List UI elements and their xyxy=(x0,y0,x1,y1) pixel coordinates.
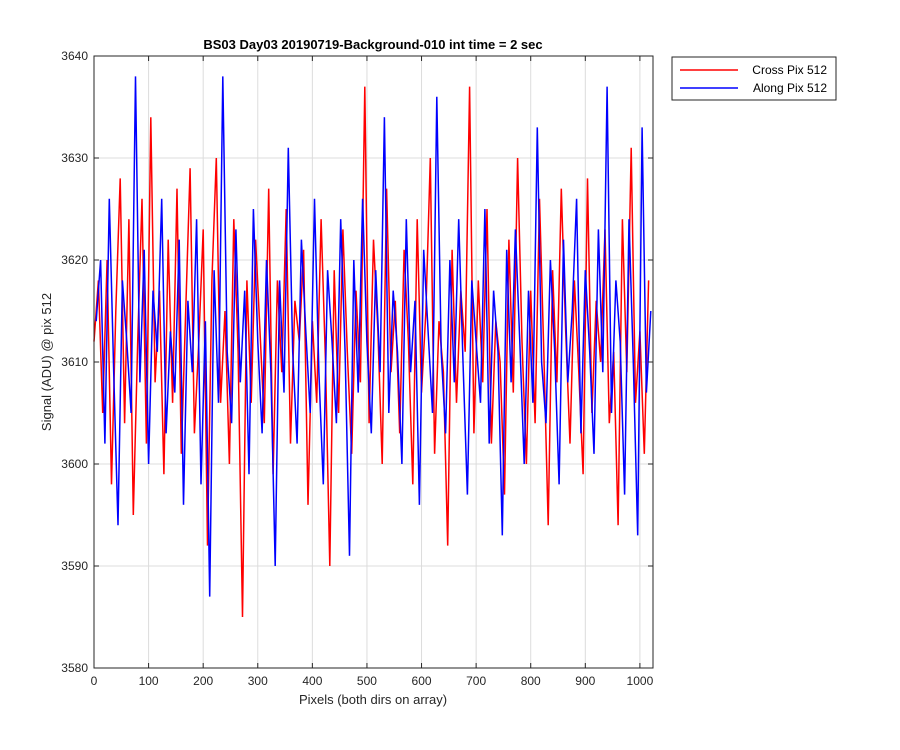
y-tick-label: 3610 xyxy=(61,355,88,369)
x-tick-label: 600 xyxy=(412,674,432,688)
x-tick-label: 700 xyxy=(466,674,486,688)
legend-box xyxy=(671,56,837,101)
chart-title: BS03 Day03 20190719-Background-010 int t… xyxy=(203,37,542,52)
legend-label-cross-pix-512: Cross Pix 512 xyxy=(752,63,827,77)
x-tick-label: 400 xyxy=(302,674,322,688)
y-tick-label: 3580 xyxy=(61,661,88,675)
series-line-cross-pix-512 xyxy=(93,86,650,618)
y-tick-label: 3600 xyxy=(61,457,88,471)
y-tick-label: 3640 xyxy=(61,49,88,63)
x-tick-label: 900 xyxy=(575,674,595,688)
x-tick-label: 1000 xyxy=(627,674,654,688)
y-tick-label: 3630 xyxy=(61,151,88,165)
x-axis-label: Pixels (both dirs on array) xyxy=(299,692,447,707)
x-tick-label: 0 xyxy=(91,674,98,688)
y-tick-label: 3590 xyxy=(61,559,88,573)
legend-label-along-pix-512: Along Pix 512 xyxy=(753,81,827,95)
x-tick-label: 500 xyxy=(357,674,377,688)
series-line-along-pix-512 xyxy=(95,76,652,597)
data-series xyxy=(93,76,652,618)
legend: Cross Pix 512 Along Pix 512 xyxy=(671,56,837,101)
y-tick-label: 3620 xyxy=(61,253,88,267)
x-tick-label: 800 xyxy=(521,674,541,688)
axis-ticks: 0 100 200 300 400 500 600 700 800 900 1000 3580 3590… xyxy=(61,49,653,688)
x-tick-label: 200 xyxy=(193,674,213,688)
y-axis-label: Signal (ADU) @ pix 512 xyxy=(39,293,54,431)
x-tick-label: 100 xyxy=(139,674,159,688)
x-tick-label: 300 xyxy=(248,674,268,688)
